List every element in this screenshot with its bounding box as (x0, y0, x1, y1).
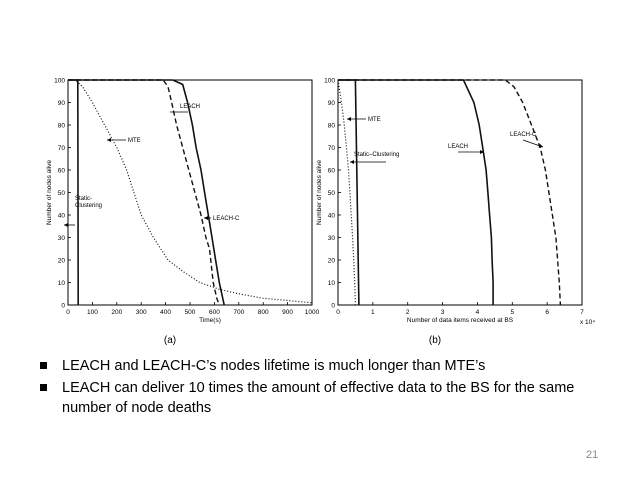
chart-a-x-tick-label: 500 (185, 309, 196, 316)
chart-a-x-tick-label: 900 (282, 309, 293, 316)
chart-a-y-axis-label: Number of nodes alive (46, 160, 53, 225)
chart-a-x-tick-label: 700 (233, 309, 244, 316)
chart-a-annotation-mte: MTE (128, 138, 141, 144)
chart-b-x-multiplier-label: x 10⁴ (580, 319, 595, 326)
chart-b-x-tick-label: 2 (406, 309, 410, 316)
chart-b-y-tick-label: 30 (328, 235, 336, 242)
chart-a-series-leach-c (68, 79, 220, 306)
chart-a-x-tick-label: 100 (87, 309, 98, 316)
chart-b-series-leach (338, 79, 494, 305)
chart-a-arrowhead-static-clustering (64, 223, 68, 227)
chart-b-y-tick-label: 60 (328, 168, 336, 175)
chart-b: 0 10 20 30 40 50 60 70 80 90 100 0 1 2 3 4 5 6 7 Number of … (316, 78, 595, 347)
chart-a-y-tick-label: 70 (58, 145, 66, 152)
chart-b-x-tick-label: 1 (371, 309, 375, 316)
chart-b-y-tick-label: 100 (324, 78, 335, 85)
chart-b-x-tick-label: 4 (476, 309, 480, 316)
page-number: 21 (586, 449, 599, 461)
chart-a-series-mte (68, 79, 313, 304)
chart-a-y-tick-label: 60 (58, 168, 66, 175)
square-bullet-icon (40, 362, 47, 369)
chart-a-series-static-clustering (68, 79, 79, 306)
chart-a-y-tick-label: 0 (61, 303, 65, 310)
chart-a-annotation-leach: LEACH (180, 104, 200, 110)
chart-b-y-tick-label: 80 (328, 123, 336, 130)
chart-b-x-axis-label: Number of data items received at BS (407, 317, 514, 324)
chart-a-x-tick-label: 200 (111, 309, 122, 316)
chart-a-series-leach (68, 79, 225, 306)
chart-a-x-tick-label: 600 (209, 309, 220, 316)
square-bullet-icon (40, 384, 47, 391)
bullet-text-1: LEACH and LEACH-C’s nodes lifetime is mu… (62, 358, 486, 374)
chart-b-arrowhead-static-clustering (350, 160, 354, 164)
chart-b-y-tick-label: 40 (328, 213, 336, 220)
bullet-item-2: LEACH can deliver 10 times the amount of… (40, 378, 620, 418)
chart-a-panel-label: (a) (164, 335, 176, 346)
chart-b-y-tick-label: 20 (328, 258, 336, 265)
chart-b-arrowhead-mte (347, 117, 351, 121)
chart-b-annotation-leach-c: LEACH-C (510, 132, 537, 138)
chart-b-arrowhead-leach (480, 150, 484, 154)
chart-b-plot-frame (337, 79, 583, 306)
chart-a-y-tick-label: 100 (54, 78, 65, 85)
bullet-item-1: LEACH and LEACH-C’s nodes lifetime is mu… (40, 356, 620, 376)
bullet-list: LEACH and LEACH-C’s nodes lifetime is mu… (40, 356, 620, 420)
chart-b-annotation-leach: LEACH (448, 144, 468, 150)
chart-a-annotation-leach-c: LEACH-C (213, 216, 240, 222)
chart-a-y-tick-label: 30 (58, 235, 66, 242)
chart-a-x-axis-label: Time(s) (199, 317, 221, 324)
chart-a-y-tick-label: 10 (58, 280, 66, 287)
chart-a-y-tick-label: 80 (58, 123, 66, 130)
chart-a-x-tick-label: 0 (66, 309, 70, 316)
chart-b-annotation-static-clustering: Static–Clustering (354, 152, 399, 158)
chart-b-arrowhead-leach-c (538, 143, 543, 148)
chart-b-y-tick-label: 70 (328, 145, 336, 152)
chart-b-series-leach-c (338, 79, 562, 306)
chart-b-x-tick-label: 7 (580, 309, 584, 316)
chart-a-x-tick-label: 1000 (305, 309, 320, 316)
chart-b-series-static-clustering (338, 79, 360, 306)
chart-a-y-tick-label: 40 (58, 213, 66, 220)
chart-b-annotation-mte: MTE (368, 117, 381, 123)
chart-a-y-tick-label: 90 (58, 100, 66, 107)
chart-a-annotation-static-clustering: Clustering (75, 203, 102, 209)
chart-b-x-tick-label: 3 (441, 309, 445, 316)
chart-a-y-tick-label: 50 (58, 190, 66, 197)
chart-b-y-axis-label: Number of nodes alive (316, 160, 323, 225)
chart-a-annotation-static-clustering: Static- (75, 196, 92, 202)
chart-a-x-tick-label: 400 (160, 309, 171, 316)
chart-a-x-tick-label: 800 (258, 309, 269, 316)
chart-a-x-tick-label: 300 (136, 309, 147, 316)
chart-a-arrowhead-leach-c (204, 216, 208, 220)
chart-b-y-tick-label: 0 (331, 303, 335, 310)
bullet-text-2: LEACH can deliver 10 times the amount of… (62, 380, 575, 416)
chart-b-y-tick-label: 10 (328, 280, 336, 287)
chart-a-arrowhead-mte (107, 138, 111, 142)
chart-a-y-tick-label: 20 (58, 258, 66, 265)
chart-b-y-tick-label: 90 (328, 100, 336, 107)
chart-b-x-tick-label: 6 (545, 309, 549, 316)
chart-b-y-tick-label: 50 (328, 190, 336, 197)
chart-b-panel-label: (b) (429, 335, 441, 346)
chart-b-x-tick-label: 5 (510, 309, 514, 316)
chart-b-x-tick-label: 0 (336, 309, 340, 316)
